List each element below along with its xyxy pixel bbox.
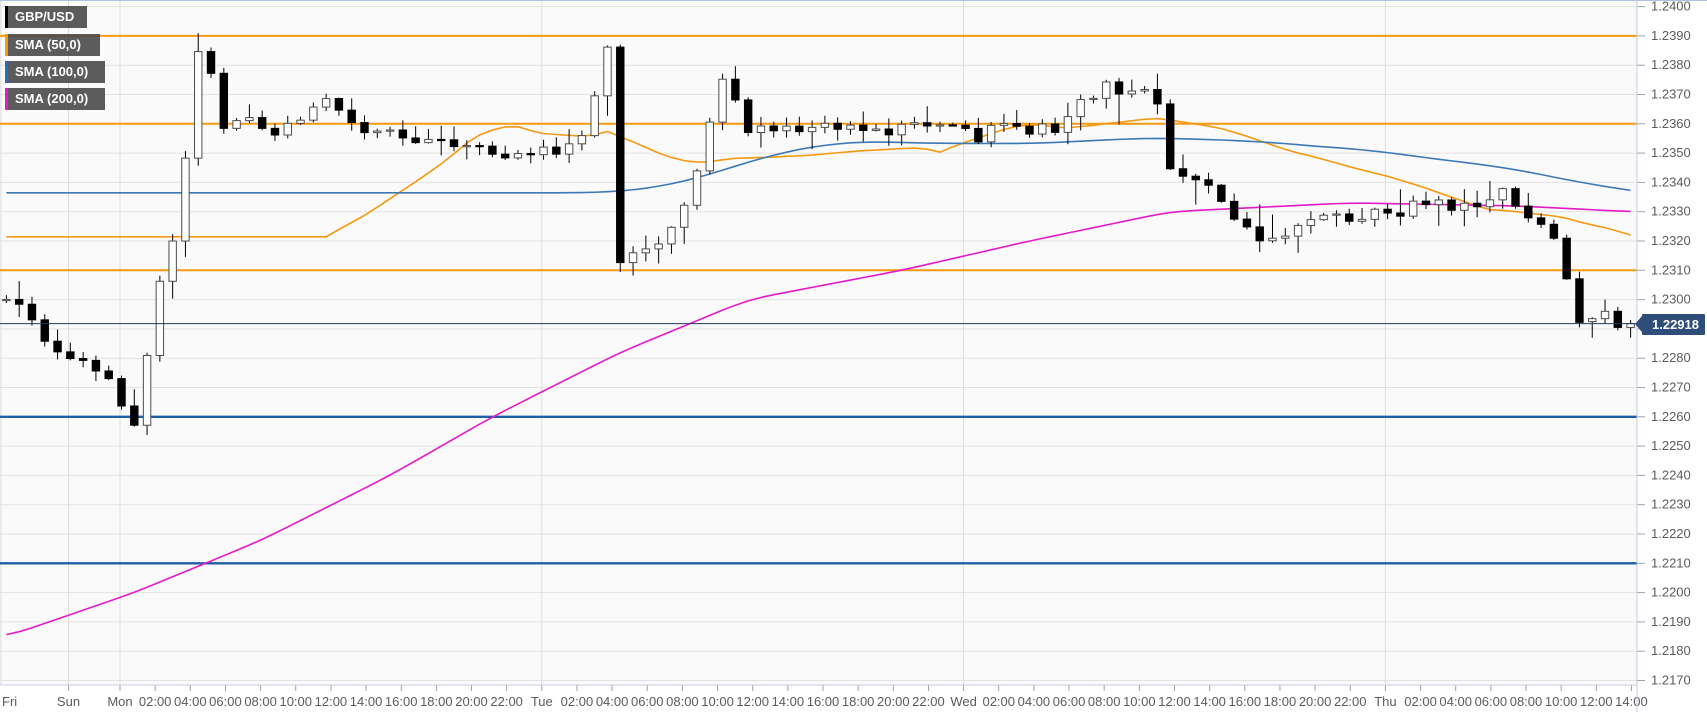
svg-text:1.2270: 1.2270 [1651,380,1691,395]
svg-text:1.2180: 1.2180 [1651,643,1691,658]
svg-text:10:00: 10:00 [1545,694,1578,709]
svg-text:08:00: 08:00 [1088,694,1121,709]
svg-text:Tue: Tue [531,694,553,709]
svg-text:06:00: 06:00 [1475,694,1508,709]
svg-text:1.2320: 1.2320 [1651,233,1691,248]
svg-text:1.2310: 1.2310 [1651,262,1691,277]
svg-text:1.2330: 1.2330 [1651,204,1691,219]
svg-text:02:00: 02:00 [561,694,594,709]
svg-text:1.2260: 1.2260 [1651,409,1691,424]
svg-text:12:00: 12:00 [1158,694,1191,709]
svg-text:1.2390: 1.2390 [1651,28,1691,43]
svg-text:1.2400: 1.2400 [1651,1,1691,14]
svg-text:14:00: 14:00 [1615,694,1648,709]
svg-text:10:00: 10:00 [1123,694,1156,709]
svg-text:1.2230: 1.2230 [1651,497,1691,512]
svg-text:04:00: 04:00 [1439,694,1472,709]
svg-text:10:00: 10:00 [701,694,734,709]
svg-text:08:00: 08:00 [244,694,277,709]
svg-text:18:00: 18:00 [420,694,453,709]
svg-text:1.2190: 1.2190 [1651,614,1691,629]
svg-text:12:00: 12:00 [315,694,348,709]
svg-text:08:00: 08:00 [1510,694,1543,709]
svg-text:1.2340: 1.2340 [1651,174,1691,189]
svg-text:Mon: Mon [107,694,132,709]
svg-text:22:00: 22:00 [1334,694,1367,709]
svg-text:1.2380: 1.2380 [1651,57,1691,72]
svg-text:16:00: 16:00 [807,694,840,709]
svg-text:06:00: 06:00 [1053,694,1086,709]
svg-text:14:00: 14:00 [772,694,805,709]
svg-text:20:00: 20:00 [1299,694,1332,709]
svg-text:22:00: 22:00 [490,694,523,709]
svg-text:1.2250: 1.2250 [1651,438,1691,453]
svg-text:02:00: 02:00 [982,694,1015,709]
svg-text:16:00: 16:00 [1229,694,1262,709]
svg-text:1.2170: 1.2170 [1651,673,1691,688]
svg-text:1.2300: 1.2300 [1651,292,1691,307]
svg-text:Sun: Sun [57,694,80,709]
svg-text:1.2210: 1.2210 [1651,555,1691,570]
svg-text:22:00: 22:00 [912,694,945,709]
svg-text:1.2280: 1.2280 [1651,350,1691,365]
svg-text:Fri: Fri [2,694,17,709]
svg-text:10:00: 10:00 [279,694,312,709]
svg-text:18:00: 18:00 [842,694,875,709]
svg-text:02:00: 02:00 [1404,694,1437,709]
svg-text:16:00: 16:00 [385,694,418,709]
svg-text:04:00: 04:00 [1018,694,1051,709]
svg-text:06:00: 06:00 [631,694,664,709]
svg-text:20:00: 20:00 [455,694,488,709]
svg-text:04:00: 04:00 [596,694,629,709]
svg-text:14:00: 14:00 [1193,694,1226,709]
svg-text:08:00: 08:00 [666,694,699,709]
svg-text:Thu: Thu [1374,694,1396,709]
svg-text:1.2220: 1.2220 [1651,526,1691,541]
svg-text:1.2240: 1.2240 [1651,467,1691,482]
svg-text:1.2200: 1.2200 [1651,585,1691,600]
svg-text:14:00: 14:00 [350,694,383,709]
svg-text:02:00: 02:00 [139,694,172,709]
svg-text:Wed: Wed [950,694,977,709]
svg-text:06:00: 06:00 [209,694,242,709]
svg-text:18:00: 18:00 [1264,694,1297,709]
svg-text:20:00: 20:00 [877,694,910,709]
svg-text:1.2360: 1.2360 [1651,116,1691,131]
svg-text:12:00: 12:00 [736,694,769,709]
svg-text:1.2350: 1.2350 [1651,145,1691,160]
svg-text:12:00: 12:00 [1580,694,1613,709]
svg-text:04:00: 04:00 [174,694,207,709]
svg-text:1.2370: 1.2370 [1651,87,1691,102]
